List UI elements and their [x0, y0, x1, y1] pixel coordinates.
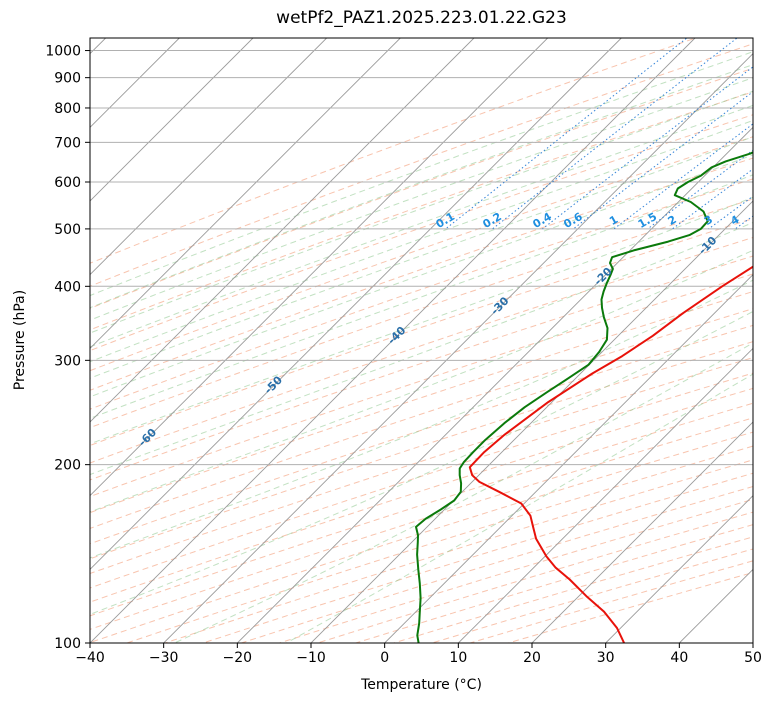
y-tick-label: 400: [54, 279, 81, 295]
mixing-ratio-line: [672, 26, 775, 229]
mixing-ratio-label: 0.6: [561, 210, 585, 231]
y-tick-label: 100: [54, 636, 81, 652]
x-tick-label: 10: [449, 650, 467, 666]
y-axis-label: Pressure (hPa): [12, 290, 28, 390]
mixing-ratio-label: 0.4: [531, 210, 555, 231]
isotherm-line: [0, 38, 253, 643]
x-tick-label: −20: [223, 650, 253, 666]
x-tick-label: 30: [597, 650, 615, 666]
dry-adiabat-line: [315, 26, 775, 656]
x-tick-label: −30: [149, 650, 179, 666]
isotherm-line: [385, 38, 775, 643]
isotherm-label: -50: [262, 373, 285, 396]
x-axis-label: Temperature (°C): [90, 677, 753, 693]
x-tick-label: −10: [296, 650, 326, 666]
y-tick-label: 600: [54, 175, 81, 191]
y-tick-label: 700: [54, 135, 81, 151]
isotherm-label: -60: [136, 426, 159, 449]
isotherm-label: -10: [696, 234, 719, 257]
mixing-ratio-line: [709, 26, 775, 229]
dry-adiabat-line: [427, 26, 775, 656]
y-tick-label: 800: [54, 101, 81, 117]
mixing-ratio-line: [573, 26, 775, 229]
y-tick-label: 500: [54, 222, 81, 238]
dry-adiabat-line: [465, 26, 775, 656]
mixing-ratio-label: 1.5: [636, 210, 659, 231]
chart-title: wetPf2_PAZ1.2025.223.01.22.G23: [90, 8, 753, 28]
mixing-ratio-line: [648, 26, 775, 229]
dry-adiabat-line: [239, 26, 775, 656]
mixing-ratio-label: 6: [767, 213, 775, 228]
isotherm-line: [458, 38, 775, 643]
dry-adiabat-line: [89, 26, 775, 656]
x-tick-label: 50: [744, 650, 762, 666]
isotherm-line: [606, 38, 775, 643]
isotherm-label: -70: [13, 475, 36, 498]
isotherm-label: -40: [385, 324, 408, 347]
dry-adiabat-line: [0, 26, 731, 656]
mixing-ratio-label: 0.1: [434, 210, 457, 231]
isotherm-line: [753, 38, 775, 643]
y-tick-label: 300: [54, 353, 81, 369]
x-tick-label: 40: [670, 650, 688, 666]
x-tick-label: −40: [75, 650, 105, 666]
x-tick-label: 20: [523, 650, 541, 666]
dry-adiabat-line: [51, 26, 775, 656]
isotherm-line: [164, 38, 769, 643]
isotherm-line: [0, 38, 400, 643]
y-tick-label: 200: [54, 458, 81, 474]
isotherm-line: [532, 38, 775, 643]
y-tick-label: 900: [54, 71, 81, 87]
mixing-ratio-line: [446, 26, 702, 229]
moist-adiabat-line: [286, 26, 775, 643]
isotherm-line: [679, 38, 775, 643]
dry-adiabat-line: [164, 26, 775, 656]
mixing-ratio-line: [735, 26, 775, 229]
dry-adiabat-line: [277, 26, 775, 656]
y-tick-label: 1000: [45, 44, 81, 60]
x-tick-label: 0: [380, 650, 389, 666]
plot-area: -100-90-80-70-60-50-40-30-20-10010203040…: [0, 26, 775, 656]
isotherm-line: [0, 38, 548, 643]
